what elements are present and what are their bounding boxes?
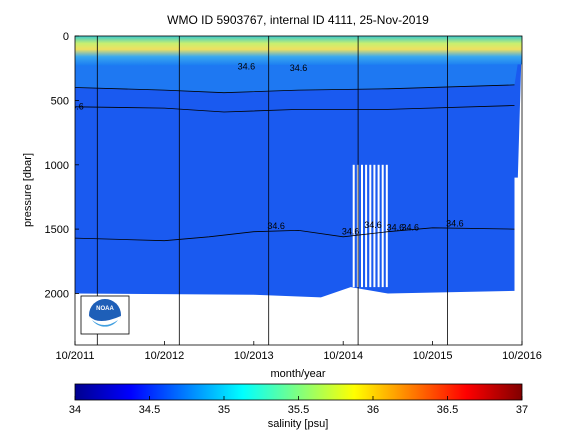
y-tick-label: 2000 [45,289,69,301]
colorbar-tick-label: 35 [218,404,230,416]
contour-line [75,84,515,94]
gap-bar [361,164,363,288]
contour-lines [75,84,515,242]
colorbar-tick-label: 37 [516,404,528,416]
chart-title: WMO ID 5903767, internal ID 4111, 25-Nov… [167,13,429,27]
gap-bar [352,164,355,288]
x-tick-label: 10/2016 [502,350,542,362]
contour-label: 34.6 [290,63,308,73]
y-tick-label: 500 [51,95,69,107]
contour-line [75,105,515,113]
y-tick-label: 1000 [45,160,69,172]
x-axis: 10/2011 10/2012 10/2013 10/2014 10/2015 10/20… [56,341,542,362]
colorbar-tick-label: 34.5 [139,404,160,416]
y-axis: 0 500 1000 1500 2000 [45,31,79,301]
contour-labels: 34.6 34.634.634.634.634.6 34.634.6 34.6 [66,62,464,237]
colorbar-tick-label: 36 [367,404,379,416]
plot-area: 34.6 34.634.634.634.634.6 34.634.6 34.6 [66,36,522,345]
gap-bar [377,164,380,288]
gap-bar [385,164,388,288]
contour-label: 34.6 [342,226,360,236]
contour-label: 34.6 [364,220,382,230]
profile-marker-lines [96,36,448,345]
x-tick-label: 10/2013 [234,350,274,362]
noaa-logo: NOAA [80,295,130,335]
gap-bar [369,164,372,288]
gap-bar [365,164,368,288]
x-tick-label: 10/2015 [413,350,453,362]
colorbar-label: salinity [psu] [268,418,329,430]
y-axis-label: pressure [dbar] [22,153,34,227]
contour-label: 34.6 [66,101,84,111]
x-tick-label: 10/2012 [145,350,185,362]
x-axis-label: month/year [270,368,325,380]
colorbar-tick-label: 34 [69,404,81,416]
colorbar-tick-label: 35.5 [288,404,309,416]
salinity-field [75,36,522,298]
x-tick-label: 10/2011 [56,350,95,362]
y-tick-label: 1500 [45,224,69,236]
x-tick-label: 10/2014 [323,350,363,362]
contour-label: 34.6 [267,221,285,231]
svg-text:NOAA: NOAA [96,306,114,312]
gap-bar [381,164,384,288]
colorbar-ticks: 34 34.5 35 35.5 36 36.5 37 [69,396,528,416]
contour-label: 34.6 [387,222,405,232]
contour-label: 34.6 [446,219,464,229]
colorbar-tick-label: 36.5 [437,404,458,416]
gap-bar [514,177,522,345]
contour-label: 34.6 [238,62,256,72]
contour-line [75,227,515,242]
contour-label: 34.6 [402,222,420,232]
surface-layer [75,36,522,66]
gap-bar [373,164,376,288]
plot-frame [74,35,523,346]
y-tick-label: 0 [63,31,69,43]
